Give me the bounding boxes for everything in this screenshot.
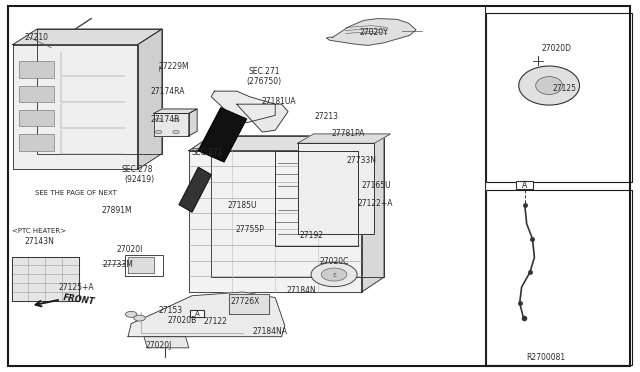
Text: SEE THE PAGE OF NEXT: SEE THE PAGE OF NEXT xyxy=(35,190,117,196)
Text: 27020B: 27020B xyxy=(168,316,197,325)
Text: 27020I: 27020I xyxy=(116,246,143,254)
Ellipse shape xyxy=(173,131,179,134)
Text: 27726X: 27726X xyxy=(230,297,260,306)
Polygon shape xyxy=(211,91,275,123)
Ellipse shape xyxy=(321,268,347,281)
Text: 27184NA: 27184NA xyxy=(253,327,288,336)
Bar xyxy=(19,61,54,78)
Text: 27020D: 27020D xyxy=(541,44,572,53)
Bar xyxy=(486,190,632,365)
Text: 27185U: 27185U xyxy=(227,201,257,210)
Text: 27213: 27213 xyxy=(315,112,339,121)
Text: SEC.278: SEC.278 xyxy=(122,165,153,174)
Bar xyxy=(19,110,54,126)
Polygon shape xyxy=(144,337,189,348)
Bar xyxy=(19,86,54,102)
Ellipse shape xyxy=(125,311,137,317)
Text: 27781PA: 27781PA xyxy=(332,129,365,138)
Text: 27181UA: 27181UA xyxy=(261,97,296,106)
Polygon shape xyxy=(12,257,79,301)
Polygon shape xyxy=(298,134,390,143)
Text: 27125: 27125 xyxy=(552,84,576,93)
Bar xyxy=(19,134,54,151)
Text: FRONT: FRONT xyxy=(63,293,96,306)
Polygon shape xyxy=(229,294,269,314)
Ellipse shape xyxy=(173,118,179,122)
Polygon shape xyxy=(198,108,246,162)
Text: <PTC HEATER>: <PTC HEATER> xyxy=(12,228,65,234)
Text: 27733M: 27733M xyxy=(102,260,133,269)
Text: ε: ε xyxy=(332,272,336,278)
Polygon shape xyxy=(128,257,154,273)
Text: A: A xyxy=(195,311,200,317)
Ellipse shape xyxy=(519,66,580,105)
Text: 27184N: 27184N xyxy=(287,286,316,295)
Polygon shape xyxy=(154,113,189,136)
Polygon shape xyxy=(362,136,384,292)
Polygon shape xyxy=(154,109,197,113)
Text: 27755P: 27755P xyxy=(236,225,264,234)
Polygon shape xyxy=(37,29,162,154)
Polygon shape xyxy=(189,109,197,136)
Text: 27153: 27153 xyxy=(159,306,183,315)
FancyBboxPatch shape xyxy=(190,310,204,317)
Text: 27020C: 27020C xyxy=(320,257,349,266)
Text: 27125+A: 27125+A xyxy=(59,283,95,292)
Text: 27165U: 27165U xyxy=(362,181,391,190)
Text: (92419): (92419) xyxy=(125,175,155,184)
Text: 27891M: 27891M xyxy=(101,206,132,215)
Text: 27122+A: 27122+A xyxy=(357,199,392,208)
Polygon shape xyxy=(128,292,285,337)
Ellipse shape xyxy=(134,315,145,321)
Polygon shape xyxy=(326,19,416,45)
Text: 27229M: 27229M xyxy=(159,62,189,71)
Polygon shape xyxy=(138,29,162,169)
Text: 27020Y: 27020Y xyxy=(360,28,388,37)
Text: 27733N: 27733N xyxy=(347,156,377,165)
Ellipse shape xyxy=(311,263,357,287)
Polygon shape xyxy=(179,167,211,212)
Text: A: A xyxy=(522,181,527,190)
Polygon shape xyxy=(13,29,162,45)
Text: R2700081: R2700081 xyxy=(526,353,565,362)
Bar xyxy=(486,13,632,182)
Text: 27192: 27192 xyxy=(300,231,324,240)
Ellipse shape xyxy=(156,131,162,134)
Text: 27210: 27210 xyxy=(24,33,49,42)
Ellipse shape xyxy=(156,118,162,122)
Ellipse shape xyxy=(536,77,563,94)
FancyBboxPatch shape xyxy=(516,181,533,189)
Text: 27122: 27122 xyxy=(204,317,227,326)
Text: (276750): (276750) xyxy=(246,77,282,86)
Text: SEC.271: SEC.271 xyxy=(248,67,280,76)
Text: SEC.271: SEC.271 xyxy=(192,148,223,157)
Polygon shape xyxy=(298,143,374,234)
Text: 27174RA: 27174RA xyxy=(150,87,185,96)
Polygon shape xyxy=(211,136,384,277)
Text: 27174R: 27174R xyxy=(150,115,180,124)
Polygon shape xyxy=(189,136,384,151)
Text: 27143N: 27143N xyxy=(24,237,54,246)
Text: 27020J: 27020J xyxy=(146,341,172,350)
Polygon shape xyxy=(13,45,138,169)
Polygon shape xyxy=(189,151,362,292)
Polygon shape xyxy=(237,104,288,132)
